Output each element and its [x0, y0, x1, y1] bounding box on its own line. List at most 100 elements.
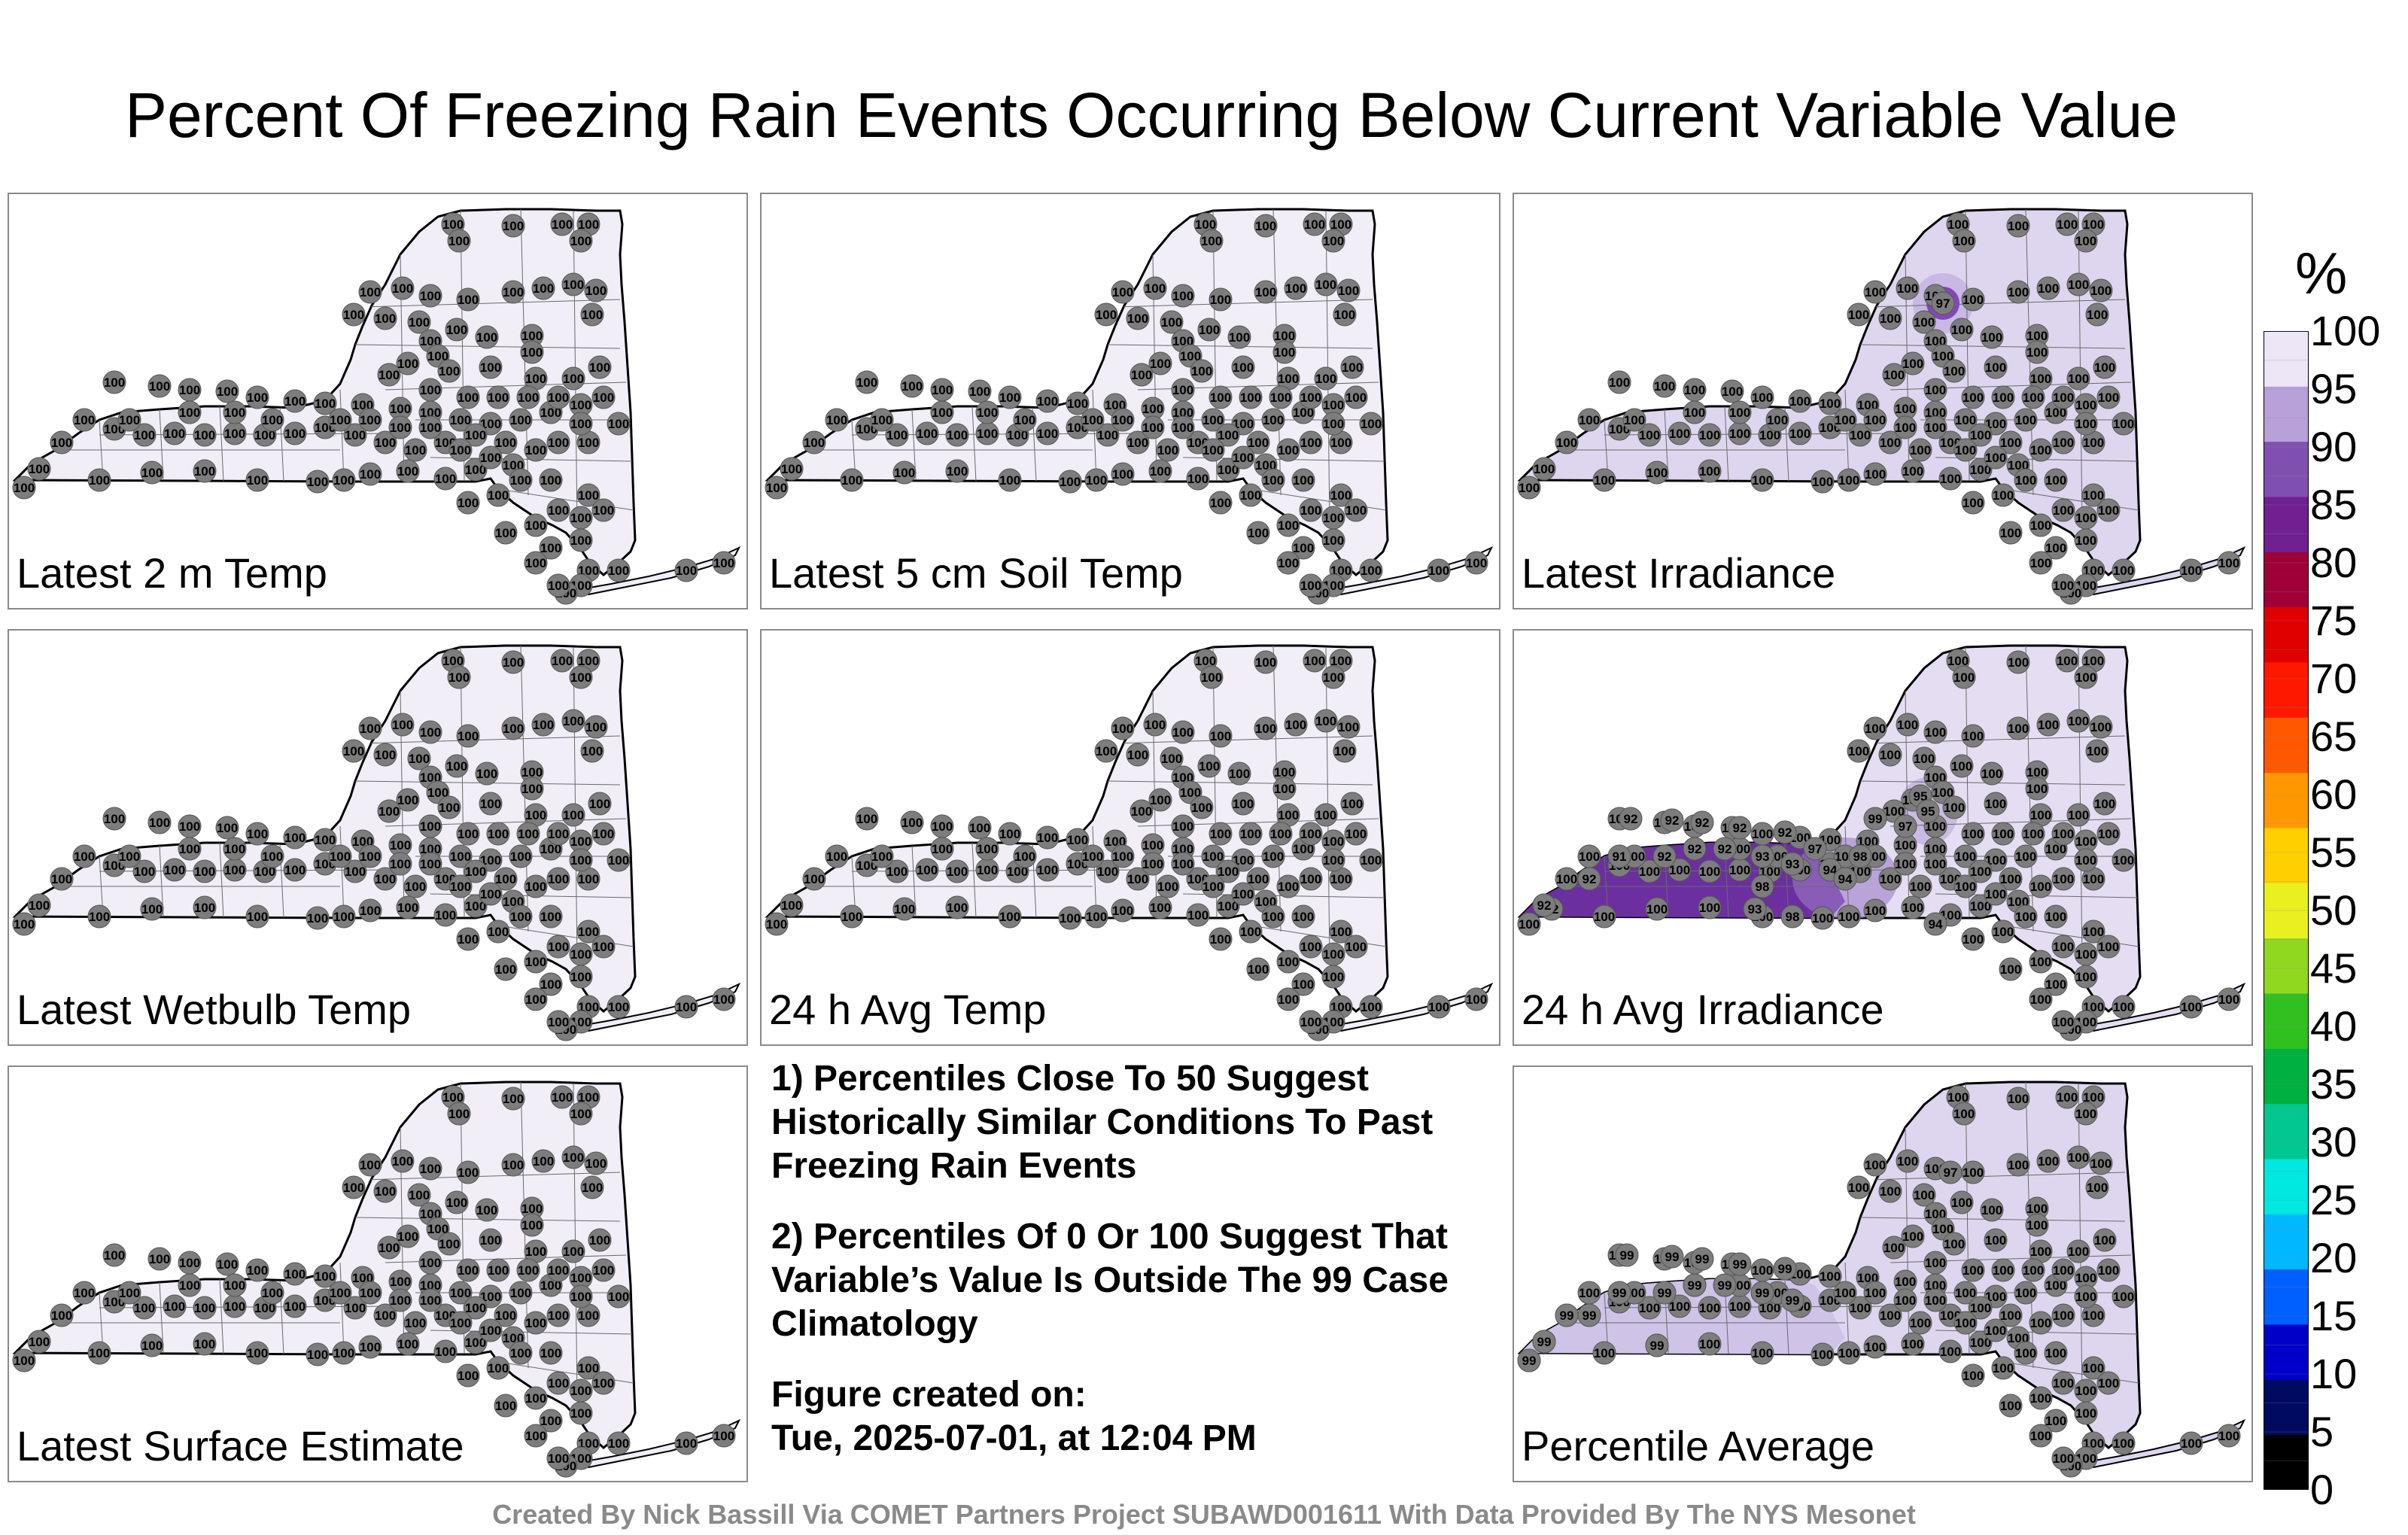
svg-text:100: 100 [570, 970, 591, 984]
station-marker: 100 [1882, 363, 1906, 387]
svg-text:100: 100 [217, 385, 238, 399]
station-marker: 99 [1713, 1273, 1737, 1297]
svg-text:100: 100 [1300, 503, 1321, 518]
station-marker: 100 [1299, 385, 1323, 409]
station-marker: 100 [1066, 391, 1090, 415]
station-marker: 100 [1788, 421, 1812, 445]
svg-text:100: 100 [247, 391, 268, 405]
svg-text:100: 100 [525, 443, 546, 457]
station-marker: 99 [1780, 1288, 1804, 1312]
station-marker: 100 [524, 1311, 548, 1335]
station-marker: 100 [342, 739, 366, 763]
station-marker: 100 [1942, 359, 1966, 383]
svg-text:100: 100 [2075, 1107, 2096, 1121]
station-marker: 100 [539, 1273, 563, 1297]
svg-text:100: 100 [1428, 1000, 1449, 1014]
station-marker: 100 [2025, 340, 2049, 364]
station-marker: 100 [1254, 280, 1278, 304]
station-marker: 100 [1923, 378, 1947, 402]
svg-text:100: 100 [247, 910, 268, 924]
svg-text:100: 100 [480, 417, 501, 431]
station-marker: 100 [2029, 950, 2053, 974]
svg-text:100: 100 [1970, 463, 1991, 477]
station-marker: 100 [1878, 743, 1902, 767]
colorbar-swatch [2264, 1103, 2309, 1160]
station-marker: 100 [407, 310, 431, 334]
svg-text:100: 100 [480, 887, 501, 901]
station-marker: 100 [377, 799, 401, 823]
station-marker: 100 [391, 1149, 415, 1173]
station-marker: 100 [12, 476, 36, 500]
station-marker: 100 [1517, 476, 1541, 500]
svg-text:100: 100 [570, 1290, 591, 1304]
svg-text:100: 100 [375, 748, 396, 762]
svg-text:100: 100 [969, 821, 990, 835]
station-marker: 100 [178, 1251, 202, 1275]
svg-text:97: 97 [1944, 1166, 1958, 1180]
svg-text:92: 92 [1624, 812, 1638, 826]
svg-text:100: 100 [1865, 413, 1886, 427]
station-marker: 100 [2006, 1153, 2030, 1177]
station-marker: 100 [1276, 950, 1300, 974]
svg-text:100: 100 [2098, 503, 2119, 518]
station-marker: 100 [1946, 212, 1970, 236]
svg-text:100: 100 [2045, 473, 2066, 488]
svg-text:100: 100 [593, 827, 614, 841]
station-marker: 100 [456, 491, 480, 515]
station-marker: 100 [1035, 858, 1060, 882]
station-marker: 100 [445, 754, 469, 778]
svg-text:100: 100 [2053, 1451, 2074, 1466]
station-marker: 100 [1227, 761, 1251, 786]
station-marker: 100 [418, 284, 442, 308]
station-marker: 100 [140, 897, 164, 921]
svg-text:100: 100 [315, 1269, 336, 1284]
station-marker: 100 [2096, 385, 2121, 409]
station-marker: 100 [396, 351, 420, 375]
svg-text:100: 100 [2030, 808, 2051, 822]
station-marker: 100 [117, 1281, 141, 1305]
svg-text:100: 100 [390, 857, 411, 871]
svg-text:100: 100 [1985, 853, 2006, 868]
svg-text:100: 100 [1848, 1181, 1869, 1195]
station-marker: 100 [1991, 1356, 2015, 1380]
station-marker: 100 [1950, 1190, 1974, 1214]
svg-text:100: 100 [1150, 357, 1171, 371]
station-marker: 100 [1577, 408, 1601, 432]
station-marker: 100 [1901, 1332, 1925, 1356]
station-marker: 100 [1111, 844, 1135, 868]
station-marker: 100 [1991, 483, 2015, 507]
station-marker: 100 [1698, 1296, 1722, 1320]
svg-text:100: 100 [1940, 1345, 1961, 1359]
colorbar-tick-label: 20 [2310, 1234, 2358, 1281]
station-marker: 100 [945, 459, 969, 483]
station-marker: 100 [2044, 904, 2068, 929]
station-marker: 100 [494, 430, 518, 454]
station-marker: 100 [1126, 306, 1150, 330]
svg-text:100: 100 [224, 842, 245, 856]
svg-text:100: 100 [217, 1257, 238, 1272]
station-marker: 100 [524, 366, 548, 391]
svg-text:100: 100 [2075, 947, 2096, 962]
station-marker: 100 [1896, 276, 1920, 300]
svg-text:100: 100 [570, 1271, 591, 1285]
station-marker: 100 [520, 324, 544, 348]
colorbar-tick-label: 85 [2310, 481, 2358, 528]
svg-text:100: 100 [1594, 910, 1615, 924]
station-marker: 100 [245, 822, 269, 846]
station-marker: 100 [892, 897, 917, 921]
station-marker: 100 [712, 987, 736, 1011]
svg-text:100: 100 [1007, 865, 1028, 879]
svg-text:100: 100 [1729, 406, 1750, 420]
station-marker: 100 [539, 904, 563, 929]
station-marker: 100 [1847, 739, 1871, 763]
station-marker: 100 [674, 995, 698, 1019]
station-marker: 100 [2051, 935, 2075, 959]
svg-text:100: 100 [409, 315, 430, 330]
svg-text:100: 100 [1304, 654, 1325, 668]
svg-text:100: 100 [1300, 872, 1321, 886]
svg-text:92: 92 [1688, 842, 1702, 856]
station-marker: 100 [306, 1342, 330, 1366]
svg-text:100: 100 [345, 428, 366, 442]
station-marker: 100 [418, 814, 442, 838]
svg-text:100: 100 [480, 360, 501, 375]
